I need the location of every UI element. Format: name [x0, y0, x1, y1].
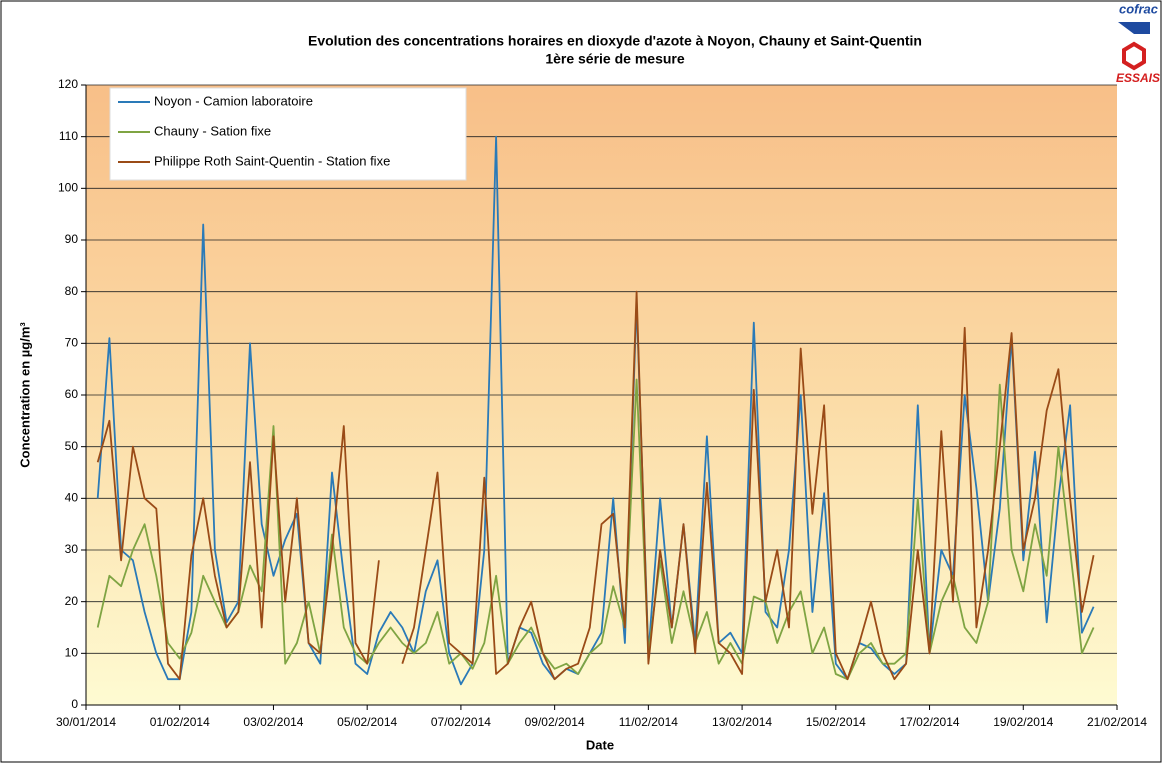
legend-label: Noyon - Camion laboratoire	[154, 93, 313, 108]
x-tick-label: 19/02/2014	[993, 715, 1053, 729]
x-tick-label: 30/01/2014	[56, 715, 116, 729]
x-tick-label: 15/02/2014	[806, 715, 866, 729]
y-axis-label: Concentration en µg/m³	[17, 322, 32, 468]
y-tick-label: 30	[65, 542, 79, 556]
y-tick-label: 50	[65, 439, 79, 453]
x-tick-label: 01/02/2014	[150, 715, 210, 729]
logo-text: ESSAIS	[1116, 71, 1160, 85]
x-tick-label: 05/02/2014	[337, 715, 397, 729]
y-tick-label: 90	[65, 232, 79, 246]
logo: cofrac ESSAIS	[1116, 1, 1160, 85]
x-axis-label: Date	[586, 737, 614, 752]
series-line	[96, 290, 1095, 681]
logo-text: cofrac	[1119, 1, 1159, 16]
x-tick-label: 07/02/2014	[431, 715, 491, 729]
y-tick-label: 70	[65, 336, 79, 350]
y-tick-label: 0	[71, 697, 78, 711]
y-tick-label: 40	[65, 491, 79, 505]
series-line	[96, 378, 1095, 681]
y-tick-label: 110	[59, 129, 78, 143]
x-tick-label: 13/02/2014	[712, 715, 772, 729]
y-tick-label: 120	[58, 77, 78, 91]
logo-shape	[1118, 22, 1150, 34]
y-tick-label: 60	[65, 387, 79, 401]
series-line	[96, 135, 1095, 686]
y-tick-label: 100	[58, 181, 78, 195]
x-tick-label: 21/02/2014	[1087, 715, 1147, 729]
x-tick-label: 11/02/2014	[619, 715, 678, 729]
x-tick-label: 03/02/2014	[243, 715, 303, 729]
legend-label: Chauny - Sation fixe	[154, 123, 271, 138]
y-tick-label: 80	[65, 284, 79, 298]
x-tick-label: 17/02/2014	[900, 715, 960, 729]
y-tick-label: 10	[65, 646, 79, 660]
logo-hexagon	[1122, 41, 1146, 71]
y-tick-label: 20	[65, 594, 79, 608]
x-tick-label: 09/02/2014	[525, 715, 585, 729]
legend-box	[109, 87, 467, 181]
chart-title: Evolution des concentrations horaires en…	[308, 33, 922, 49]
chart-subtitle: 1ère série de mesure	[545, 51, 685, 67]
legend-label: Philippe Roth Saint-Quentin - Station fi…	[154, 153, 390, 168]
